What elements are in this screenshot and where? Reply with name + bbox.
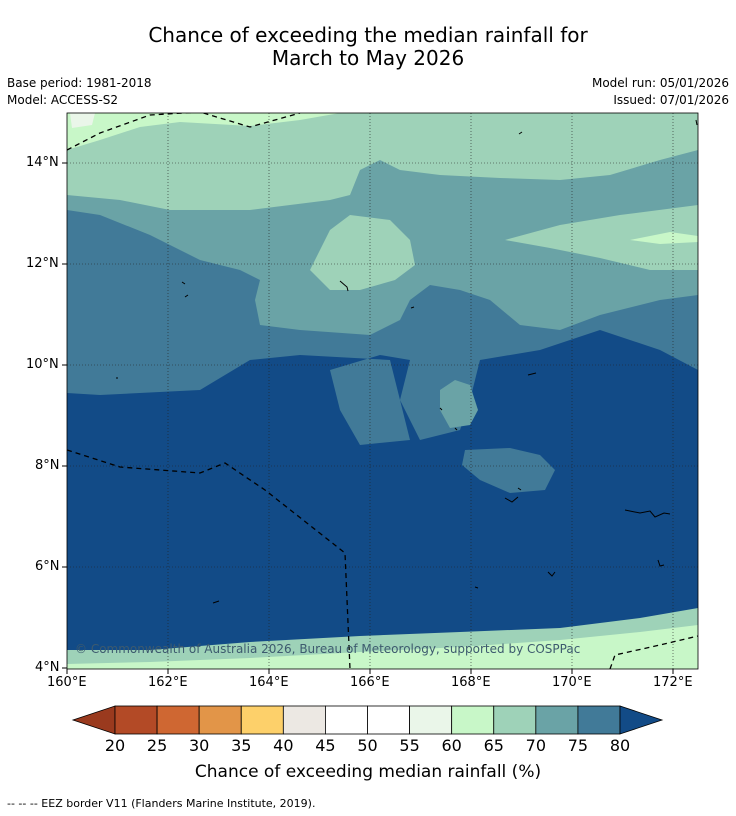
lat-tick-label: 12°N (26, 256, 59, 271)
lat-tick-label: 4°N (35, 660, 60, 675)
model-run: Model run: 05/01/2026 (591, 76, 729, 90)
colorbar-cell (451, 705, 495, 735)
lat-tick-label: 10°N (26, 357, 59, 372)
lon-tick-label: 164°E (249, 675, 289, 690)
colorbar-cell (240, 705, 284, 735)
colorbar-cell (282, 705, 326, 735)
rainfall-map (67, 113, 698, 669)
colorbar-cell (114, 705, 158, 735)
colorbar-tick-label: 50 (357, 736, 378, 755)
issued-date: Issued: 07/01/2026 (613, 93, 729, 107)
colorbar-tick-label: 75 (567, 736, 589, 755)
lat-tick-label: 6°N (35, 559, 60, 574)
map-title-line1: Chance of exceeding the median rainfall … (148, 23, 588, 47)
graticule (67, 113, 698, 669)
colorbar (71, 705, 664, 735)
colorbar-cell (156, 705, 200, 735)
eez-border (67, 113, 698, 669)
lat-tick-label: 14°N (26, 155, 59, 170)
lon-tick-label: 160°E (47, 675, 87, 690)
lon-tick-label: 162°E (148, 675, 188, 690)
colorbar-tick-label: 20 (104, 736, 126, 755)
tick-marks (62, 162, 674, 674)
base-period: Base period: 1981-2018 (7, 76, 152, 90)
copyright-notice: © Commonwealth of Australia 2026, Bureau… (75, 642, 581, 656)
lat-tick-label: 8°N (35, 458, 60, 473)
colorbar-tick-label: 60 (441, 736, 462, 755)
zone-65-70-middle (310, 215, 415, 290)
zone-75-80-spot (162, 296, 177, 316)
zone-60-65 (67, 113, 340, 150)
colorbar-above-arrow (619, 705, 664, 735)
lon-tick-label: 168°E (451, 675, 491, 690)
model-name: Model: ACCESS-S2 (7, 93, 119, 107)
zone-60-65-corner (70, 113, 95, 128)
zone-65-70-east (505, 205, 698, 270)
zone-65-70 (67, 113, 698, 210)
colorbar-cell (409, 705, 453, 735)
colorbar-cell (325, 705, 368, 735)
zone-70-75-lobe (440, 380, 478, 428)
lon-tick-label: 172°E (653, 675, 693, 690)
colorbar-tick-label: 80 (609, 736, 631, 755)
colorbar-tick-label: 40 (273, 736, 294, 755)
colorbar-cell (198, 705, 242, 735)
colorbar-tick-label: 65 (483, 736, 504, 755)
eez-footnote: -- -- -- EEZ border V11 (Flanders Marine… (7, 797, 316, 810)
colorbar-tick-label: 30 (188, 736, 210, 755)
map-frame (66, 112, 699, 670)
lon-tick-label: 166°E (350, 675, 390, 690)
colorbar-cell (535, 705, 579, 735)
colorbar-tick-label: 35 (231, 736, 252, 755)
islands (116, 119, 698, 604)
colorbar-below-arrow (71, 705, 116, 735)
zone-75-80-island (462, 448, 555, 493)
colorbar-title: Chance of exceeding median rainfall (%) (194, 762, 542, 782)
zone-60-65-south (67, 625, 698, 669)
lon-tick-label: 170°E (552, 675, 592, 690)
colorbar-cell (577, 705, 621, 735)
zone-60-65-east (630, 232, 698, 244)
colorbar-tick-label: 70 (525, 736, 546, 755)
colorbar-tick-label: 45 (315, 736, 336, 755)
colorbar-tick-label: 25 (146, 736, 168, 755)
colorbar-cell (493, 705, 537, 735)
colorbar-tick-label: 55 (399, 736, 420, 755)
colorbar-cell (367, 705, 410, 735)
map-title-line2: March to May 2026 (271, 46, 465, 70)
